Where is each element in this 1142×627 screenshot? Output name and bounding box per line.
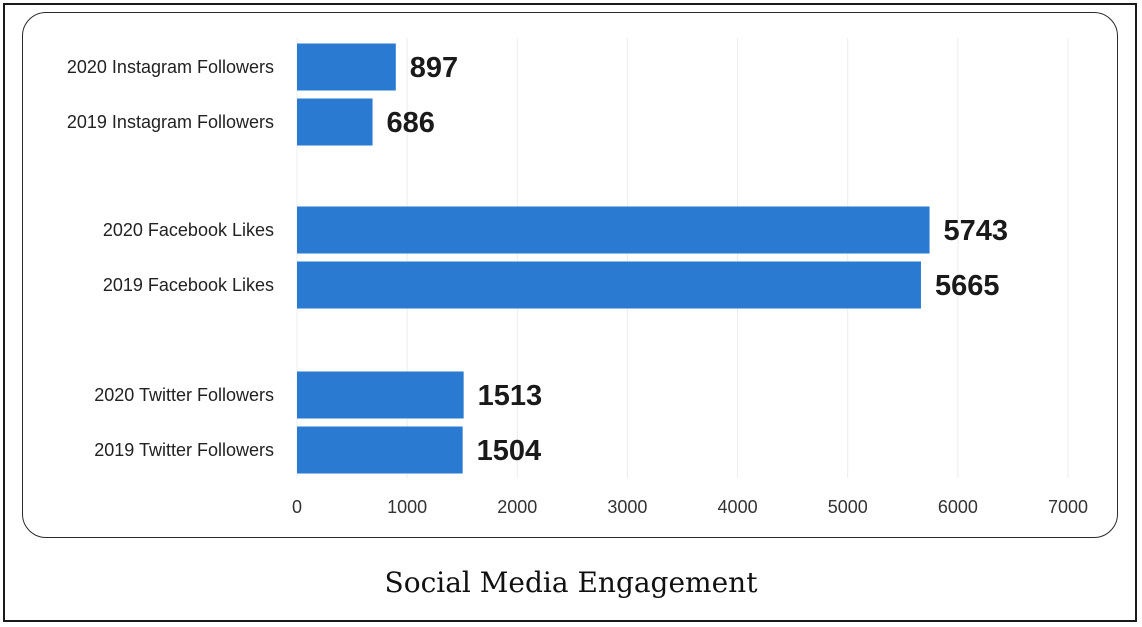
bar: [297, 206, 930, 254]
x-tick-label: 2000: [497, 497, 537, 517]
category-label: 2019 Instagram Followers: [67, 112, 274, 132]
category-labels: 2020 Instagram Followers 2019 Instagram F…: [67, 57, 274, 460]
bar: [297, 98, 373, 146]
value-label: 5665: [935, 270, 1000, 302]
category-label: 2020 Facebook Likes: [103, 220, 274, 240]
x-tick-label: 0: [292, 497, 302, 517]
value-label: 1513: [478, 380, 543, 412]
x-tick-label: 6000: [938, 497, 978, 517]
bar: [297, 371, 464, 419]
bar: [297, 43, 396, 91]
x-tick-label: 4000: [718, 497, 758, 517]
x-tick-label: 5000: [828, 497, 868, 517]
value-labels: 897 686 5743 5665 1513 1504: [387, 52, 1009, 467]
x-axis-ticks: 0 1000 2000 3000 4000 5000 6000 7000: [292, 497, 1088, 517]
bar: [297, 426, 463, 474]
gridlines: [296, 38, 1069, 478]
category-label: 2019 Facebook Likes: [103, 275, 274, 295]
x-tick-label: 1000: [387, 497, 427, 517]
value-label: 686: [387, 107, 435, 139]
category-label: 2020 Instagram Followers: [67, 57, 274, 77]
value-label: 897: [410, 52, 458, 84]
chart-panel: [22, 12, 1118, 538]
bars: [297, 43, 930, 474]
bar: [297, 261, 921, 309]
chart-title: Social Media Engagement: [384, 566, 758, 599]
x-tick-label: 7000: [1048, 497, 1088, 517]
value-label: 1504: [477, 435, 542, 467]
value-label: 5743: [944, 215, 1009, 247]
category-label: 2019 Twitter Followers: [94, 440, 274, 460]
outer-frame: [3, 3, 1137, 622]
category-label: 2020 Twitter Followers: [94, 385, 274, 405]
x-tick-label: 3000: [607, 497, 647, 517]
